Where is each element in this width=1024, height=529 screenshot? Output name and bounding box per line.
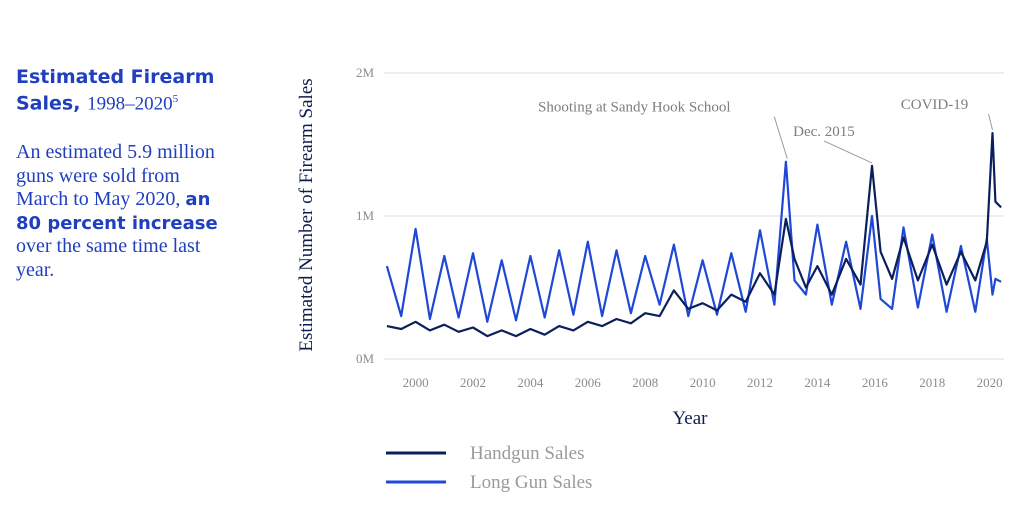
annotation-label: Dec. 2015	[793, 124, 855, 140]
x-tick-label: 2014	[804, 375, 831, 390]
title-range: 1998–2020	[87, 93, 173, 115]
x-tick-label: 2006	[575, 375, 602, 390]
blurb-pre: An estimated 5.9 million guns were sold …	[16, 141, 215, 211]
sidebar: Estimated Firearm Sales, 1998–20205 An e…	[16, 66, 231, 282]
sidebar-title: Estimated Firearm Sales, 1998–20205	[16, 66, 231, 115]
x-tick-label: 2010	[690, 375, 716, 390]
x-tick-label: 2016	[862, 375, 889, 390]
footnote-marker: 5	[172, 93, 179, 105]
y-tick-label: 2M	[356, 65, 375, 80]
y-tick-label: 0M	[356, 351, 375, 366]
x-tick-label: 2008	[632, 375, 658, 390]
annotation-leader	[988, 113, 994, 131]
x-tick-label: 2000	[403, 375, 429, 390]
legend: Handgun Sales Long Gun Sales	[386, 443, 592, 493]
annotation-layer: Shooting at Sandy Hook School Dec. 2015 CO…	[538, 97, 994, 164]
title-main: Estimated Firearm Sales,	[16, 66, 215, 115]
sidebar-blurb: An estimated 5.9 million guns were sold …	[16, 141, 231, 282]
x-tick-label: 2012	[747, 375, 773, 390]
legend-label: Handgun Sales	[470, 443, 585, 464]
legend-label: Long Gun Sales	[470, 472, 592, 493]
grid-layer: 0M 1M 2M 2000 2002 2004 2006 2008 2010 2012 2014 20…	[356, 65, 1004, 390]
annotation-leader	[773, 116, 788, 159]
annotation-leader	[823, 140, 873, 164]
x-tick-label: 2020	[977, 375, 1003, 390]
series-layer	[385, 132, 1002, 338]
x-tick-label: 2004	[517, 375, 544, 390]
y-axis-title: Estimated Number of Firearm Sales	[296, 78, 317, 351]
x-tick-label: 2018	[919, 375, 945, 390]
annotation-label: COVID-19	[901, 97, 969, 113]
x-axis-title: Year	[672, 408, 708, 429]
blurb-strong: an 80 percent increase	[16, 189, 218, 234]
blurb-post: over the same time last year.	[16, 235, 201, 281]
x-tick-label: 2002	[460, 375, 486, 390]
series-line	[385, 160, 1002, 323]
series-line	[386, 132, 1002, 338]
y-tick-label: 1M	[356, 208, 375, 223]
annotation-label: Shooting at Sandy Hook School	[538, 100, 731, 116]
